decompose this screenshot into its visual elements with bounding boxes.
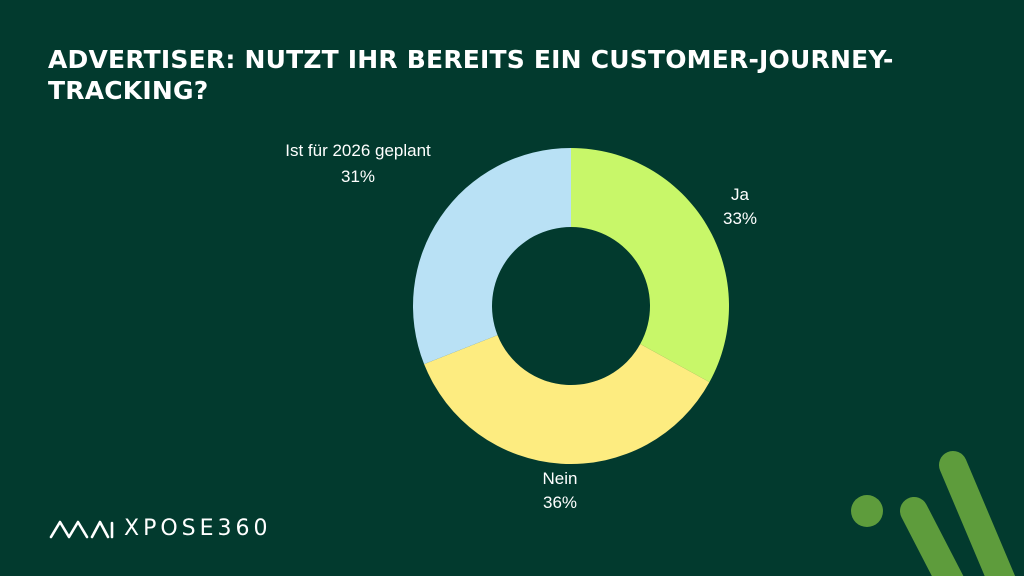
chart-title: Advertiser: Nutzt ihr bereits ein Custom… <box>48 45 894 105</box>
slice-nein <box>424 335 710 465</box>
slice-ja <box>571 148 729 383</box>
slice-value-ja: 33% <box>723 209 757 228</box>
decor-bar-long <box>939 451 1016 576</box>
slice-label-ja: Ja <box>731 185 750 204</box>
slice-value-nein: 36% <box>543 493 577 512</box>
slice-label-nein: Nein <box>543 469 578 488</box>
decor-bar-short <box>900 497 964 576</box>
slice-labels: Ja 33% Nein 36% Ist für 2026 geplant 31% <box>285 141 757 512</box>
brand-logo: XPOSE360 <box>48 516 272 541</box>
slice-ist-f-r-2026-geplant <box>413 148 571 365</box>
decor-dot <box>851 495 883 527</box>
donut-slices <box>413 148 729 465</box>
logo-text: XPOSE360 <box>124 516 272 541</box>
slice-label-ist-f-r-2026-geplant: Ist für 2026 geplant <box>285 141 431 160</box>
slice-value-ist-f-r-2026-geplant: 31% <box>341 167 375 186</box>
mai-logo-icon <box>49 520 114 538</box>
